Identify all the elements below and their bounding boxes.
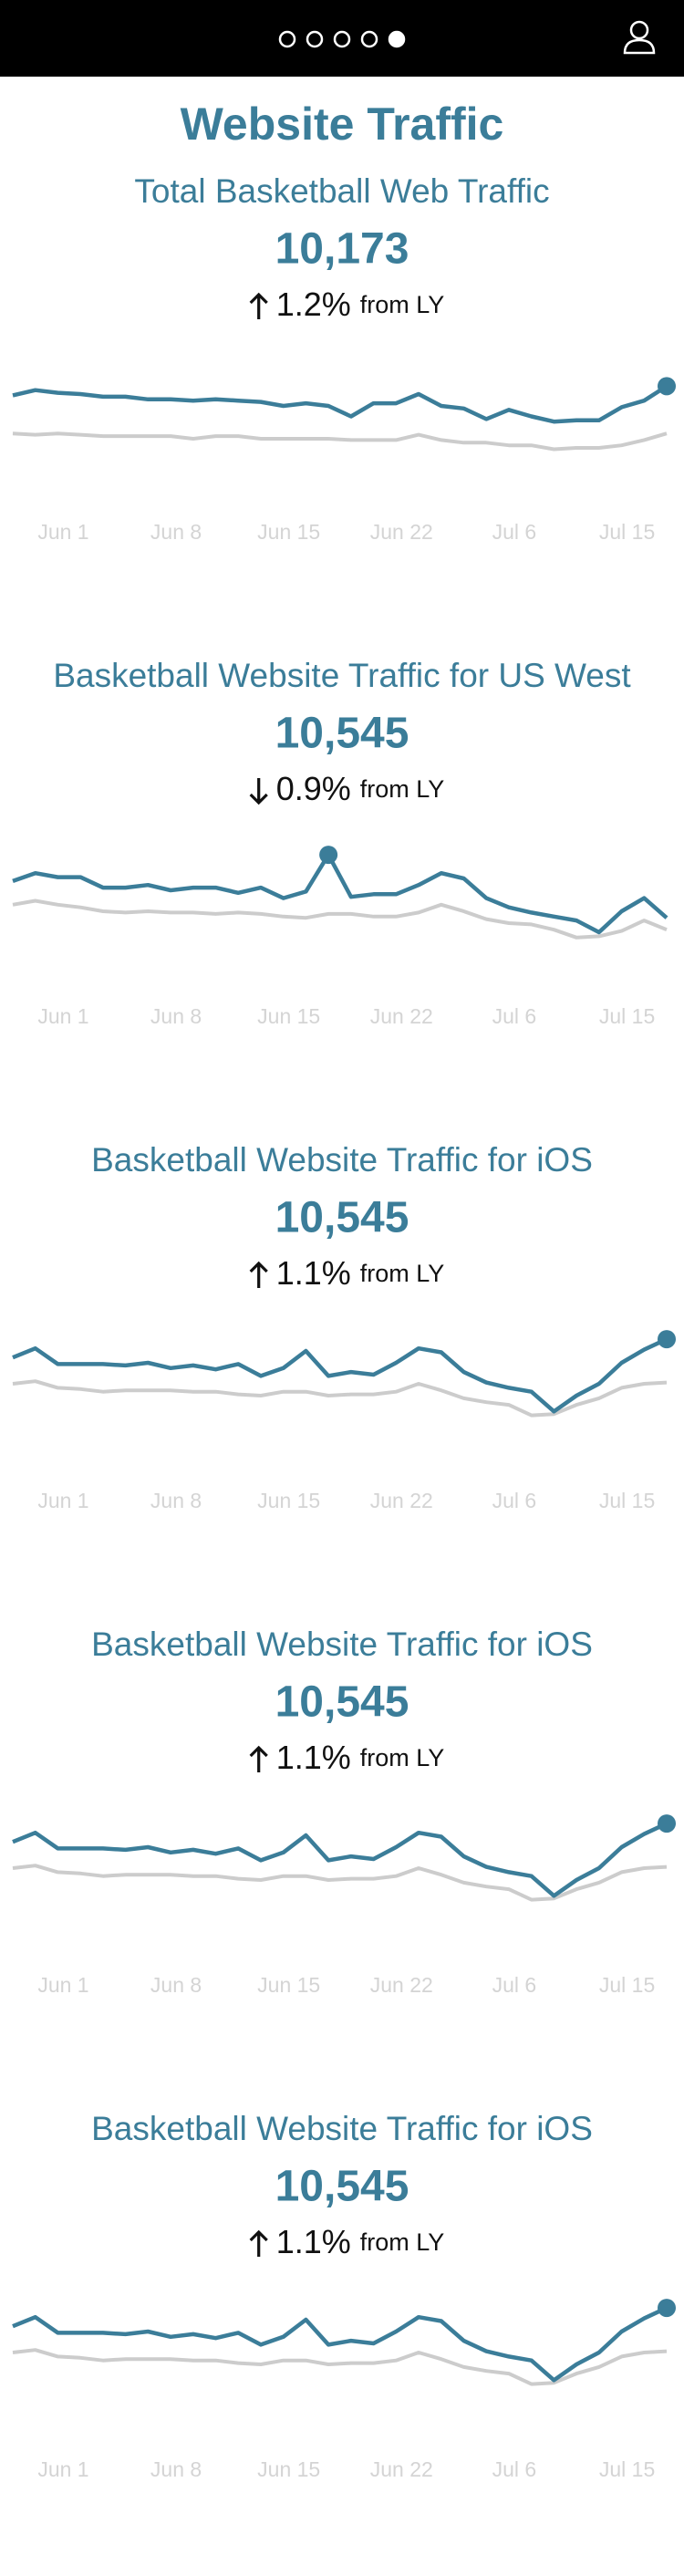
peak-dot: [658, 1330, 676, 1349]
x-tick-label: Jul 6: [492, 2457, 537, 2481]
x-tick-label: Jun 22: [370, 1973, 433, 1997]
x-tick-label: Jul 6: [492, 1004, 537, 1028]
peak-dot: [658, 377, 676, 396]
x-tick-label: Jun 15: [257, 520, 320, 544]
x-tick-label: Jun 1: [37, 1004, 88, 1028]
x-tick-label: Jun 15: [257, 2457, 320, 2481]
x-tick-label: Jul 6: [492, 1489, 537, 1512]
change-suffix: from LY: [360, 1744, 445, 1771]
current-line: [12, 384, 668, 424]
user-icon[interactable]: [623, 20, 656, 55]
traffic-card: Basketball Website Traffic for iOS 10,545…: [12, 2110, 676, 2481]
change-value: 0.9%: [276, 770, 351, 807]
page-dot[interactable]: [306, 30, 324, 48]
change-suffix: from LY: [360, 291, 445, 318]
x-tick-label: Jun 22: [370, 1004, 433, 1028]
peak-dot: [658, 2299, 676, 2318]
x-tick-label: Jun 8: [150, 1973, 202, 1997]
current-line: [12, 1337, 668, 1414]
x-tick-label: Jun 8: [150, 1489, 202, 1512]
x-tick-label: Jun 8: [150, 2457, 202, 2481]
card-change: 1.2% from LY: [276, 286, 445, 323]
x-tick-label: Jul 15: [599, 1489, 655, 1512]
card-change: 1.1% from LY: [276, 2223, 445, 2260]
current-line: [12, 852, 668, 935]
arrow-up: [249, 2229, 268, 2257]
x-tick-label: Jun 8: [150, 1004, 202, 1028]
card-title: Basketball Website Traffic for US West: [53, 657, 631, 694]
card-title: Basketball Website Traffic for iOS: [91, 1141, 593, 1179]
peak-dot: [658, 1814, 676, 1833]
last-year-line: [12, 1379, 668, 1418]
card-value: 10,545: [275, 2163, 409, 2211]
x-tick-label: Jul 15: [599, 1973, 655, 1997]
last-year-line: [12, 2348, 668, 2386]
x-tick-label: Jul 15: [599, 1004, 655, 1028]
current-line: [12, 1822, 668, 1898]
arrow-up: [249, 292, 268, 319]
change-value: 1.1%: [276, 2223, 351, 2260]
change-value: 1.2%: [276, 286, 351, 323]
card-value: 10,545: [275, 710, 409, 758]
x-tick-label: Jul 6: [492, 1973, 537, 1997]
top-bar: [0, 0, 684, 77]
card-change: 1.1% from LY: [276, 1254, 445, 1292]
change-suffix: from LY: [360, 2228, 445, 2256]
traffic-card: Basketball Website Traffic for iOS 10,545…: [12, 1626, 676, 1997]
arrow-up: [249, 1745, 268, 1772]
arrow-down: [249, 778, 268, 805]
change-value: 1.1%: [276, 1739, 351, 1776]
traffic-card: Basketball Website Traffic for iOS 10,545…: [12, 1141, 676, 1512]
x-tick-label: Jun 1: [37, 1973, 88, 1997]
x-tick-label: Jun 22: [370, 2457, 433, 2481]
arrow-up: [249, 1261, 268, 1288]
page-dot[interactable]: [278, 30, 296, 48]
x-tick-label: Jul 15: [599, 2457, 655, 2481]
change-suffix: from LY: [360, 775, 445, 803]
x-tick-label: Jun 1: [37, 1489, 88, 1512]
page-dot[interactable]: [333, 30, 351, 48]
x-tick-label: Jul 6: [492, 520, 537, 544]
traffic-card: Total Basketball Web Traffic 10,173 1.2% fr…: [12, 172, 676, 544]
card-title: Basketball Website Traffic for iOS: [91, 2110, 593, 2147]
card-title: Total Basketball Web Traffic: [134, 172, 549, 210]
traffic-card: Basketball Website Traffic for US West 10…: [12, 657, 668, 1028]
x-tick-label: Jun 15: [257, 1004, 320, 1028]
card-value: 10,545: [275, 1678, 409, 1727]
change-suffix: from LY: [360, 1260, 445, 1287]
card-value: 10,173: [275, 225, 409, 274]
page-dot-active[interactable]: [388, 30, 406, 48]
x-tick-label: Jun 15: [257, 1973, 320, 1997]
last-year-line: [12, 431, 668, 452]
x-tick-label: Jul 15: [599, 520, 655, 544]
page-dot[interactable]: [360, 30, 378, 48]
card-title: Basketball Website Traffic for iOS: [91, 1626, 593, 1663]
last-year-line: [12, 898, 668, 940]
x-tick-label: Jun 15: [257, 1489, 320, 1512]
change-value: 1.1%: [276, 1254, 351, 1292]
peak-dot: [319, 846, 338, 865]
current-line: [12, 2306, 668, 2383]
page-dots: [278, 30, 406, 48]
x-tick-label: Jun 1: [37, 520, 88, 544]
page-title: Website Traffic: [181, 99, 504, 150]
x-tick-label: Jun 22: [370, 520, 433, 544]
x-tick-label: Jun 8: [150, 520, 202, 544]
card-value: 10,545: [275, 1194, 409, 1242]
x-tick-label: Jun 1: [37, 2457, 88, 2481]
x-tick-label: Jun 22: [370, 1489, 433, 1512]
card-change: 0.9% from LY: [276, 770, 445, 807]
card-change: 1.1% from LY: [276, 1739, 445, 1776]
last-year-line: [12, 1864, 668, 1902]
